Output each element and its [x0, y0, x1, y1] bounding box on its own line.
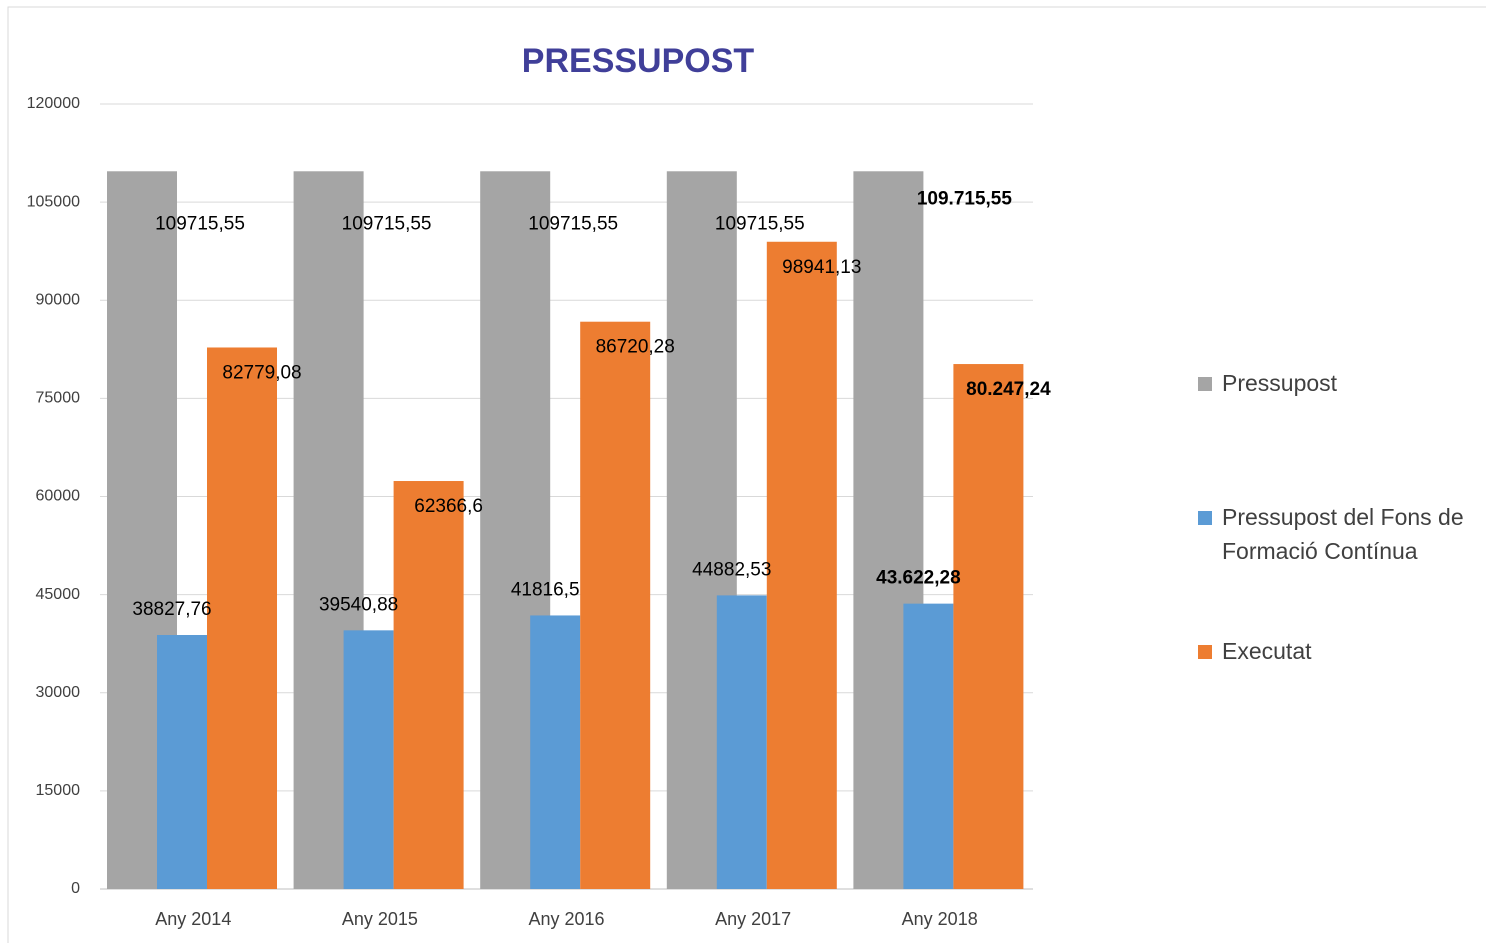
bar: [766, 241, 837, 889]
chart-border: [7, 6, 1486, 943]
data-label: 39540,88: [319, 594, 398, 615]
bar: [207, 347, 277, 890]
x-tick-label: Any 2018: [902, 909, 978, 929]
legend-label: Executat: [1222, 638, 1312, 664]
data-label: 80.247,24: [966, 379, 1051, 400]
y-tick-label: 75000: [36, 390, 81, 407]
data-label: 41816,5: [511, 579, 580, 600]
legend-item: Executat: [1198, 638, 1486, 668]
data-label: 62366,6: [414, 496, 483, 517]
y-tick-label: 45000: [36, 586, 81, 603]
x-tick-label: Any 2016: [528, 909, 604, 929]
data-label: 82779,08: [222, 363, 301, 384]
y-tick-label: 60000: [36, 488, 81, 505]
bar: [903, 603, 954, 889]
data-label: 43.622,28: [876, 568, 961, 589]
legend-swatch: [1198, 377, 1212, 391]
data-label: 109715,55: [155, 213, 245, 234]
data-label: 109.715,55: [917, 188, 1013, 209]
bar: [953, 364, 1024, 889]
legend-swatch: [1198, 645, 1212, 659]
data-label: 38827,76: [132, 599, 211, 620]
bar: [157, 635, 207, 889]
y-tick-label: 15000: [36, 782, 81, 799]
x-tick-label: Any 2017: [715, 909, 791, 929]
data-label: 98941,13: [782, 257, 861, 278]
y-tick-label: 105000: [27, 193, 80, 210]
bar: [580, 321, 651, 889]
legend-item: Pressupost del Fons de Formació Contínua: [1198, 504, 1486, 568]
data-label: 86720,28: [596, 337, 675, 358]
data-label: 109715,55: [342, 213, 432, 234]
x-tick-label: Any 2015: [342, 909, 418, 929]
data-label: 109715,55: [715, 213, 805, 234]
bar: [716, 595, 767, 889]
legend-swatch: [1198, 511, 1212, 525]
y-tick-label: 30000: [36, 684, 81, 701]
x-tick-label: Any 2014: [155, 909, 231, 929]
bar: [343, 630, 394, 889]
legend-label: Pressupost del Fons de Formació Contínua: [1222, 504, 1464, 564]
y-tick-label: 120000: [27, 95, 80, 112]
y-tick-label: 0: [71, 880, 80, 897]
legend-item: Pressupost: [1198, 370, 1486, 400]
data-label: 44882,53: [692, 559, 771, 580]
bar: [393, 481, 464, 889]
chart-title: PRESSUPOST: [522, 42, 755, 80]
y-tick-label: 90000: [36, 291, 81, 308]
legend-label: Pressupost: [1222, 370, 1338, 396]
bar: [530, 615, 581, 889]
data-label: 109715,55: [528, 213, 618, 234]
